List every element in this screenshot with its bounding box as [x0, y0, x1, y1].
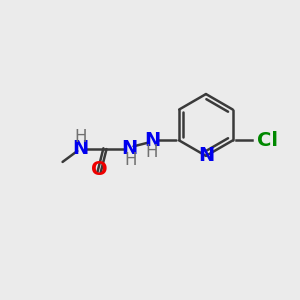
Text: Cl: Cl [257, 131, 278, 150]
Text: H: H [146, 142, 158, 160]
Text: O: O [92, 160, 108, 179]
Text: N: N [144, 131, 160, 150]
Text: N: N [198, 146, 214, 165]
Text: N: N [73, 139, 89, 158]
Text: N: N [121, 139, 137, 158]
Text: H: H [124, 151, 137, 169]
Text: H: H [75, 128, 87, 146]
